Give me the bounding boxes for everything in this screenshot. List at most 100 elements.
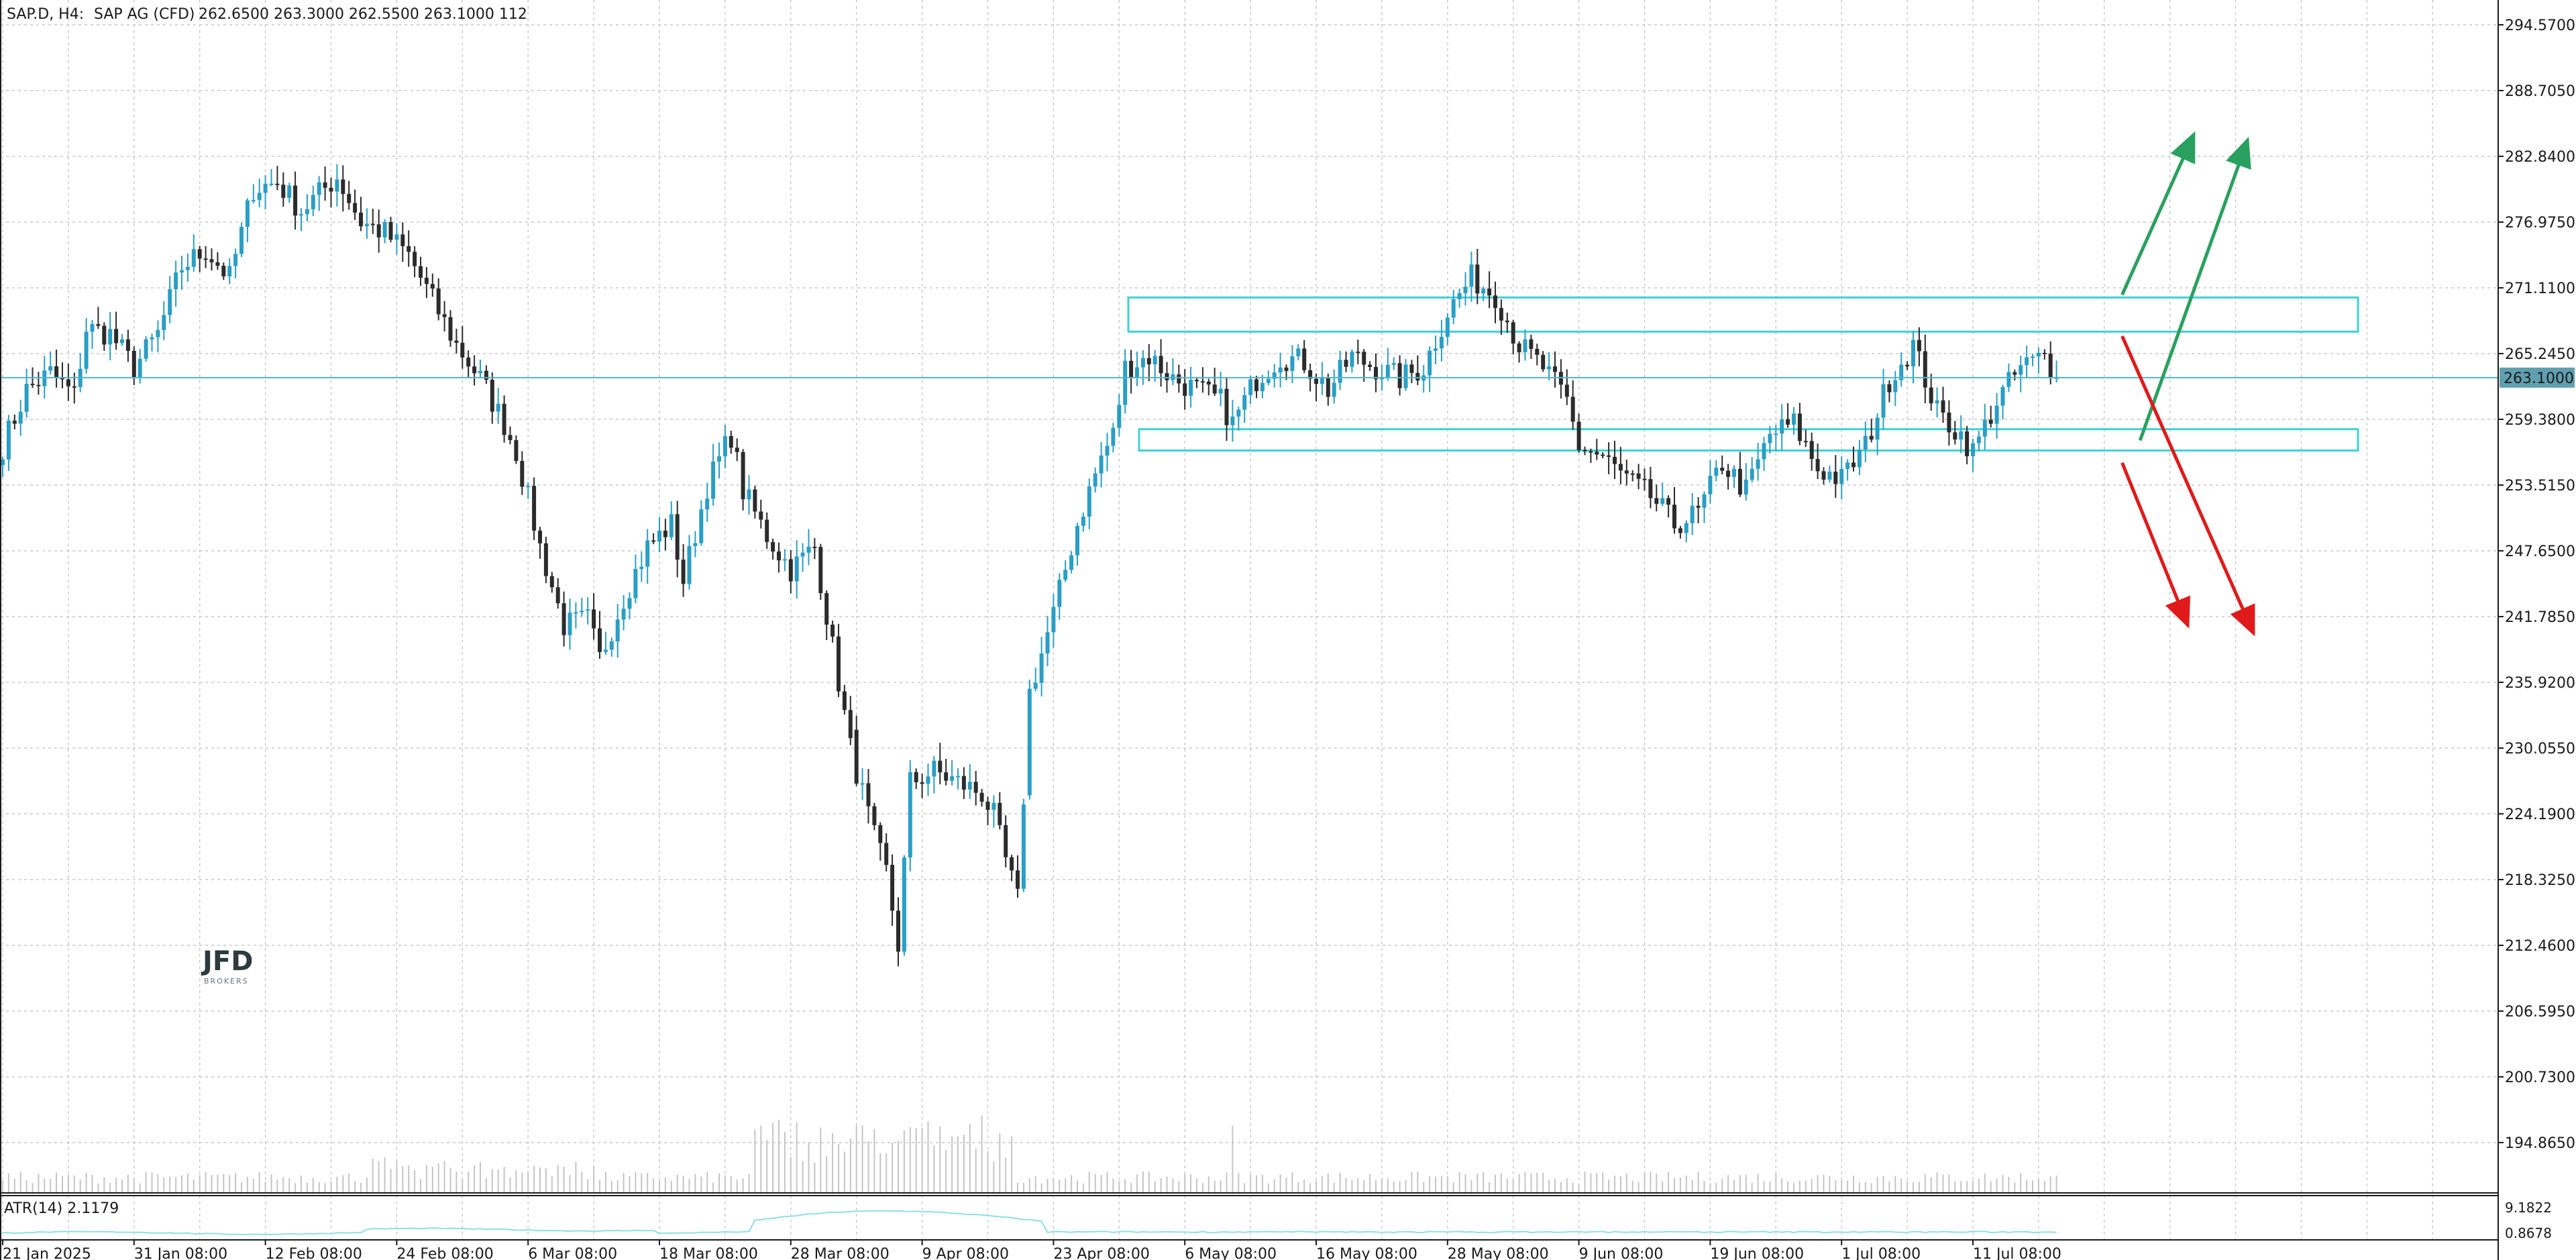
candle-body [998,802,1002,825]
up-arrow [2121,131,2196,296]
candle-body [1851,462,1856,468]
candle-body [1762,443,1766,460]
candle-body [633,569,638,598]
candle-body [747,489,751,500]
candle-body [699,509,704,543]
candle-body [1183,383,1187,396]
candle-body [1099,456,1104,474]
atr-line [2,1210,2057,1236]
candle-body [1087,486,1091,517]
candle-body [30,384,35,386]
candle-body [1362,352,1366,365]
candle-body [1845,462,1850,469]
candle-body [1815,459,1820,472]
candle-body [335,179,339,192]
candle-body [1881,384,1886,418]
atr-indicator-line [2,1210,2057,1236]
candle-body [729,435,733,448]
candle-body [1093,473,1097,487]
candle-body [639,566,644,570]
candle-body [311,195,315,209]
price-tick-label: 282.8400 [2505,149,2575,166]
candle-body [675,514,680,560]
candle-body [12,421,17,424]
candle-body [1976,436,1981,443]
candle-body [215,262,220,266]
candle-body [926,776,930,784]
candle-body [1809,441,1814,460]
candle-body [1332,382,1336,397]
candle-body [1111,427,1116,446]
candle-body [1923,351,1927,388]
candle-body [1792,413,1796,425]
candle-body [956,776,960,778]
candle-body [1642,478,1647,480]
time-tick-label: 6 May 08:00 [1185,1246,1277,1260]
candle-body [1314,378,1318,384]
candle-body [478,370,482,374]
price-tick-label: 247.6500 [2505,543,2575,560]
candle-body [287,185,292,198]
candle-body [1338,360,1342,383]
candle-body [1177,374,1181,384]
candle-body [961,776,966,790]
candle-body [1320,378,1324,384]
price-tick-label: 294.5700 [2505,17,2575,34]
candle-body [574,612,578,614]
candle-body [1117,405,1122,428]
price-tick-label: 200.7300 [2505,1069,2575,1086]
candle-body [1385,364,1390,378]
candle-body [180,270,184,273]
time-axis: 21 Jan 2025 31 Jan 08:00 12 Feb 08:00 24 Fe… [2,1240,2061,1260]
logo-sub-text: BROKERS [204,977,249,986]
candle-body [830,625,835,637]
candle-body [1857,449,1862,468]
candle-body [788,559,793,582]
candle-body [2019,365,2023,375]
candle-body [1326,378,1330,397]
candle-body [1505,320,1509,323]
candle-body [400,234,405,246]
candle-body [1774,433,1778,435]
candle-body [645,540,650,567]
candle-body [1033,682,1038,689]
candle-body [239,227,244,254]
candle-body [1152,356,1157,365]
candle-body [973,782,978,793]
time-tick-label: 31 Jan 08:00 [134,1246,227,1260]
price-tick-label: 276.9750 [2505,215,2575,231]
candle-body [1140,358,1145,368]
candle-body [1630,473,1635,475]
candle-body [568,613,572,635]
candle-body [1618,464,1623,471]
candle-body [436,288,441,315]
time-tick-label: 28 May 08:00 [1448,1246,1549,1260]
candle-body [705,498,710,510]
down-arrow [2121,462,2190,629]
candle-body [364,223,369,227]
candle-body [1684,523,1688,533]
candle-body [168,289,172,315]
atr-indicator-label: ATR(14) 2.1179 [4,1200,119,1217]
candle-body [1123,360,1128,405]
price-tick-label: 259.3800 [2505,412,2575,429]
candle-body [985,801,990,810]
candle-body [753,489,757,512]
candle-body [144,339,148,359]
candle-body [275,183,280,185]
candle-body [1582,450,1587,452]
candle-body [1726,470,1731,477]
candle-body [1242,395,1247,410]
candle-body [1529,339,1534,349]
candle-body [1195,380,1199,382]
candle-body [1517,343,1521,353]
candle-body [580,611,584,613]
candle-body [520,461,525,487]
candle-body [48,366,53,371]
candle-body [771,541,775,552]
candle-body [561,603,566,635]
candle-body [1004,825,1008,857]
candle-body [806,546,811,553]
support-resistance-zones [1127,296,2359,452]
